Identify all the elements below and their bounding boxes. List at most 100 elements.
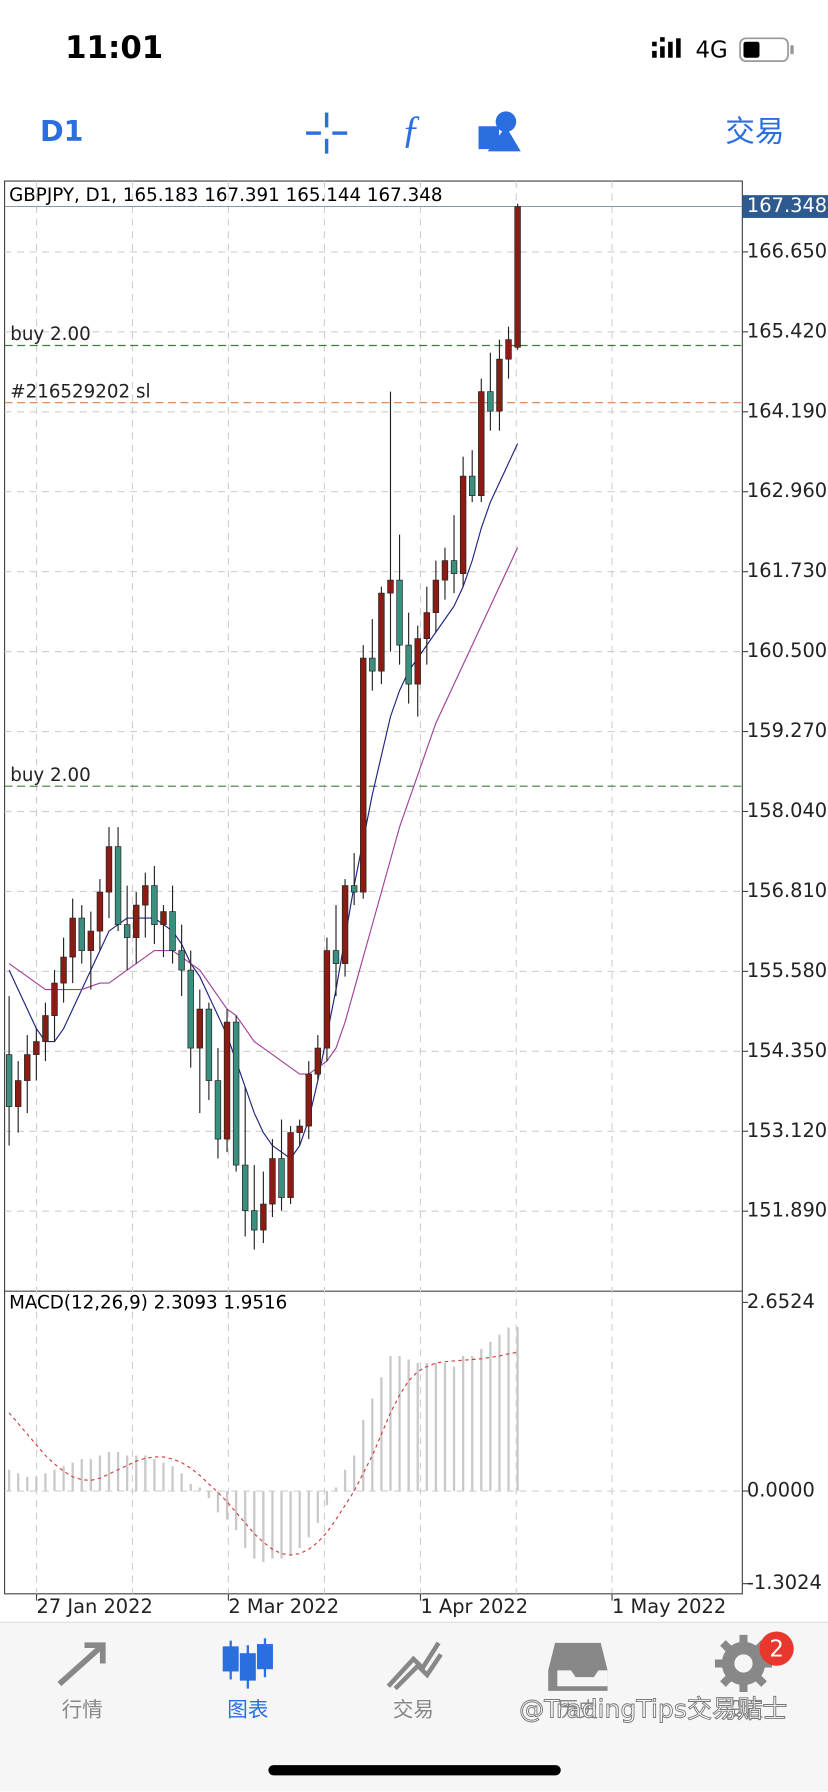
candle-body <box>305 1073 312 1127</box>
quotes-icon[interactable] <box>57 1642 106 1687</box>
settings-icon[interactable] <box>714 1634 773 1693</box>
tab-label[interactable]: 行情 <box>62 1697 103 1721</box>
moving-average <box>8 547 519 1075</box>
candle-body <box>350 885 358 893</box>
macd-signal-line <box>8 1351 518 1556</box>
indicators-button[interactable]: ƒ <box>401 108 420 151</box>
candle-body <box>287 1132 294 1198</box>
candle-body <box>369 657 376 672</box>
candle-body <box>223 1021 231 1140</box>
y-tick-label: 156.810 <box>747 879 827 902</box>
tab-labels: 行情 图表 交易 历史 设置 <box>62 1697 764 1721</box>
trade-button[interactable]: 交易 <box>725 115 784 150</box>
candle-body <box>24 1054 31 1081</box>
y-tick-label: 164.190 <box>747 399 827 422</box>
order-level-label: #216529202 sl <box>10 381 150 402</box>
crosshair-button[interactable] <box>306 112 348 154</box>
tab-label[interactable]: 图表 <box>227 1697 268 1721</box>
candle-body <box>187 969 194 1049</box>
candle-body <box>360 657 367 893</box>
y-tick-label: 158.040 <box>747 799 827 822</box>
candle-body <box>341 885 349 964</box>
tab-label[interactable]: 交易 <box>393 1697 434 1721</box>
order-level-label: buy 2.00 <box>10 324 90 345</box>
candle-body <box>169 911 176 951</box>
last-price-box <box>742 195 828 218</box>
candle-body <box>450 560 458 574</box>
y-tick-label: 165.420 <box>747 319 827 342</box>
candle-body <box>469 475 476 496</box>
macd-y-tick-label: 2.6524 <box>747 1290 815 1313</box>
candle-body <box>414 638 421 685</box>
y-tick-label: 166.650 <box>747 239 827 262</box>
status-network: 4G <box>696 37 728 63</box>
candle-body <box>260 1203 267 1231</box>
candle-body <box>405 644 412 685</box>
candle-body <box>296 1125 303 1133</box>
candle-body <box>178 950 185 971</box>
candle-body <box>87 930 95 951</box>
candle-body <box>142 885 149 906</box>
y-tick-label: 160.500 <box>747 639 827 662</box>
candle-body <box>387 579 394 594</box>
candle-body <box>105 846 113 893</box>
chart-title: GBPJPY, D1, 165.183 167.391 165.144 167.… <box>9 185 442 206</box>
status-time: 11:01 <box>65 30 163 66</box>
candle-body <box>241 1164 249 1211</box>
y-tick-label: 162.960 <box>747 479 827 502</box>
candle-body <box>151 885 158 925</box>
timeframe-button[interactable]: D1 <box>40 114 84 148</box>
candle-body <box>133 904 140 938</box>
candle-body <box>423 612 431 639</box>
tab-bar <box>0 1622 828 1792</box>
candle-body <box>514 206 521 348</box>
x-tick-label: 1 May 2022 <box>612 1595 726 1618</box>
x-tick-label: 1 Apr 2022 <box>420 1595 528 1618</box>
moving-average <box>8 443 519 1160</box>
chart-frame <box>3 180 743 1595</box>
candle-body <box>478 391 485 496</box>
y-tick-label: 159.270 <box>747 719 827 742</box>
candle-body <box>496 358 503 412</box>
battery-icon <box>739 37 794 63</box>
tab-label[interactable]: 设置 <box>723 1697 764 1721</box>
candle-body <box>459 475 467 574</box>
last-price-label: 167.348 <box>747 194 827 217</box>
candle-body <box>14 1080 22 1107</box>
home-indicator <box>268 1765 561 1776</box>
objects-button[interactable] <box>478 111 521 152</box>
candle-body <box>278 1158 285 1198</box>
history-icon[interactable] <box>548 1642 608 1691</box>
candle-body <box>232 1021 240 1166</box>
candle-body <box>96 891 104 932</box>
badge-count: 2 <box>769 1636 784 1662</box>
watermark: @TradingTips交易贴士 <box>519 1694 787 1723</box>
candle-body <box>69 917 76 958</box>
candle-body <box>396 579 403 646</box>
candle-body <box>323 950 331 1049</box>
macd-title: MACD(12,26,9) 2.3093 1.9516 <box>9 1293 287 1314</box>
candle-body <box>314 1047 322 1075</box>
candle-body <box>196 1008 203 1049</box>
tab-label[interactable]: 历史 <box>557 1697 598 1721</box>
macd-y-tick-label: 0.0000 <box>747 1479 815 1502</box>
candle-body <box>42 1015 49 1042</box>
y-tick-label: 151.890 <box>747 1199 827 1222</box>
candle-body <box>214 1080 222 1140</box>
candle-body <box>33 1041 40 1055</box>
candle-body <box>51 982 58 1016</box>
order-level-label: buy 2.00 <box>10 765 90 786</box>
plot <box>4 181 749 1601</box>
candle-body <box>269 1158 276 1205</box>
chart-icon[interactable] <box>222 1638 273 1689</box>
badge <box>759 1631 794 1666</box>
candle-body <box>505 339 512 360</box>
candle-body <box>78 917 85 951</box>
macd-y-tick-label: -1.3024 <box>747 1571 822 1594</box>
candle-body <box>5 1054 13 1107</box>
x-tick-label: 2 Mar 2022 <box>228 1595 339 1618</box>
trade-tab-icon[interactable] <box>386 1641 443 1691</box>
